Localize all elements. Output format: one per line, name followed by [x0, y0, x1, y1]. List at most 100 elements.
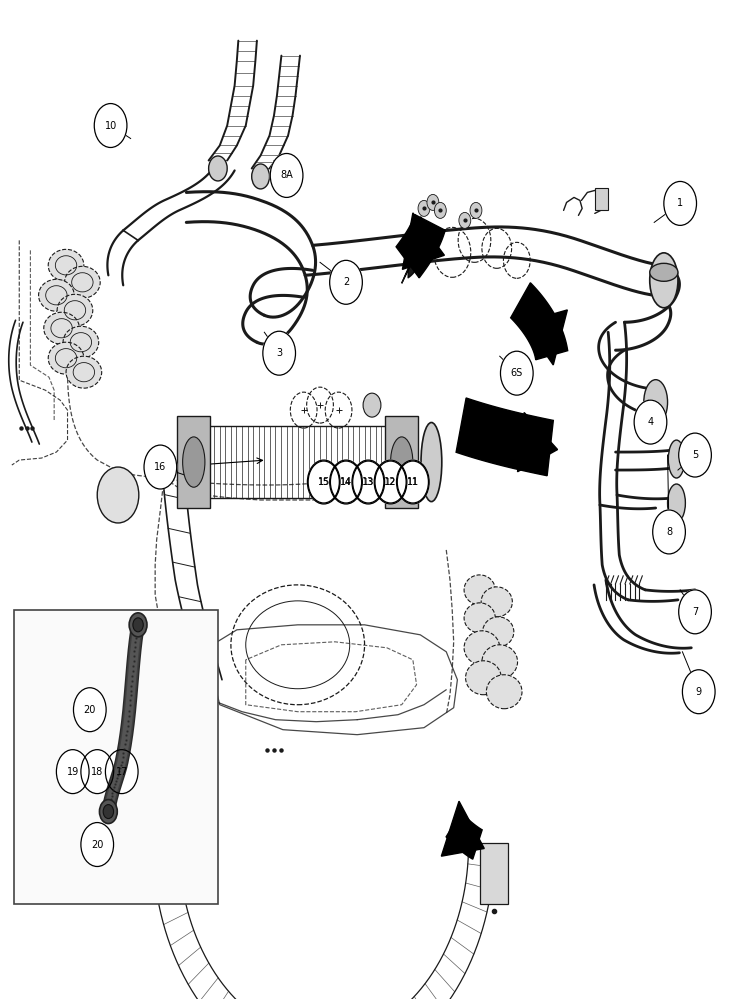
- Circle shape: [363, 393, 381, 417]
- Circle shape: [352, 460, 385, 504]
- Polygon shape: [402, 230, 423, 283]
- Ellipse shape: [466, 661, 501, 695]
- Circle shape: [330, 260, 362, 304]
- Circle shape: [459, 212, 471, 228]
- Circle shape: [263, 331, 295, 375]
- Circle shape: [330, 461, 362, 503]
- Text: 9: 9: [696, 687, 702, 697]
- Circle shape: [664, 181, 696, 225]
- Text: 7: 7: [692, 607, 698, 617]
- Circle shape: [397, 461, 429, 503]
- Text: 14: 14: [340, 478, 352, 487]
- Ellipse shape: [650, 253, 678, 308]
- Ellipse shape: [48, 249, 84, 281]
- Ellipse shape: [644, 380, 667, 425]
- Text: 20: 20: [91, 840, 103, 850]
- Ellipse shape: [481, 587, 513, 617]
- Bar: [594, 188, 608, 210]
- Text: 15: 15: [318, 478, 330, 487]
- Polygon shape: [524, 310, 568, 365]
- Polygon shape: [518, 413, 557, 472]
- Text: 20: 20: [83, 705, 96, 715]
- Ellipse shape: [251, 164, 269, 189]
- Text: 4: 4: [647, 417, 653, 427]
- Polygon shape: [441, 801, 484, 856]
- Circle shape: [353, 461, 384, 503]
- Text: 2: 2: [343, 277, 349, 287]
- Ellipse shape: [208, 156, 227, 181]
- Circle shape: [375, 461, 406, 503]
- Ellipse shape: [66, 356, 102, 388]
- Text: 3: 3: [276, 348, 282, 358]
- Circle shape: [679, 590, 711, 634]
- Ellipse shape: [48, 342, 84, 374]
- Circle shape: [81, 823, 114, 866]
- Polygon shape: [456, 398, 554, 476]
- Circle shape: [129, 613, 147, 637]
- Bar: [14, 610, 218, 904]
- Circle shape: [144, 445, 176, 489]
- Ellipse shape: [57, 294, 93, 326]
- Ellipse shape: [464, 603, 496, 633]
- Ellipse shape: [464, 631, 500, 665]
- Text: 6S: 6S: [510, 368, 523, 378]
- Ellipse shape: [39, 279, 74, 311]
- Text: 10: 10: [104, 121, 117, 131]
- Ellipse shape: [482, 645, 518, 679]
- Text: 12: 12: [385, 477, 397, 487]
- Bar: [177, 416, 210, 508]
- Polygon shape: [403, 213, 444, 269]
- Text: 8: 8: [666, 527, 672, 537]
- Circle shape: [307, 460, 340, 504]
- Circle shape: [634, 400, 667, 444]
- Text: 11: 11: [407, 477, 419, 487]
- Ellipse shape: [667, 484, 685, 522]
- Ellipse shape: [421, 423, 442, 502]
- Text: 14: 14: [340, 477, 352, 487]
- Text: 12: 12: [385, 478, 397, 487]
- Circle shape: [427, 194, 439, 210]
- Text: 8A: 8A: [280, 170, 293, 180]
- Circle shape: [397, 460, 429, 504]
- Ellipse shape: [182, 437, 205, 487]
- Text: 1: 1: [677, 198, 683, 208]
- Text: 11: 11: [407, 478, 419, 487]
- Circle shape: [81, 750, 114, 794]
- Circle shape: [103, 805, 114, 819]
- Text: 5: 5: [692, 450, 698, 460]
- Circle shape: [74, 688, 106, 732]
- Circle shape: [418, 200, 430, 216]
- Circle shape: [106, 750, 138, 794]
- Ellipse shape: [63, 326, 99, 358]
- Circle shape: [97, 467, 139, 523]
- Polygon shape: [396, 215, 445, 278]
- Ellipse shape: [44, 312, 80, 344]
- Ellipse shape: [65, 266, 100, 298]
- Ellipse shape: [487, 675, 522, 709]
- Bar: [385, 416, 418, 508]
- Circle shape: [57, 750, 89, 794]
- Circle shape: [133, 618, 144, 632]
- Ellipse shape: [464, 575, 496, 605]
- Circle shape: [270, 153, 303, 197]
- Polygon shape: [510, 283, 568, 360]
- Circle shape: [308, 461, 339, 503]
- Text: 18: 18: [91, 767, 103, 777]
- Text: 13: 13: [362, 478, 374, 487]
- Text: 19: 19: [67, 767, 79, 777]
- Text: 15: 15: [318, 477, 330, 487]
- Circle shape: [652, 510, 685, 554]
- Circle shape: [374, 460, 407, 504]
- Circle shape: [470, 202, 482, 218]
- Bar: [480, 843, 508, 904]
- Circle shape: [434, 202, 446, 218]
- Text: 13: 13: [362, 477, 374, 487]
- Polygon shape: [446, 812, 482, 859]
- Ellipse shape: [483, 617, 514, 647]
- Ellipse shape: [391, 437, 413, 487]
- Circle shape: [330, 460, 362, 504]
- Ellipse shape: [650, 263, 678, 281]
- Circle shape: [679, 433, 711, 477]
- Text: 17: 17: [115, 767, 128, 777]
- Circle shape: [501, 351, 533, 395]
